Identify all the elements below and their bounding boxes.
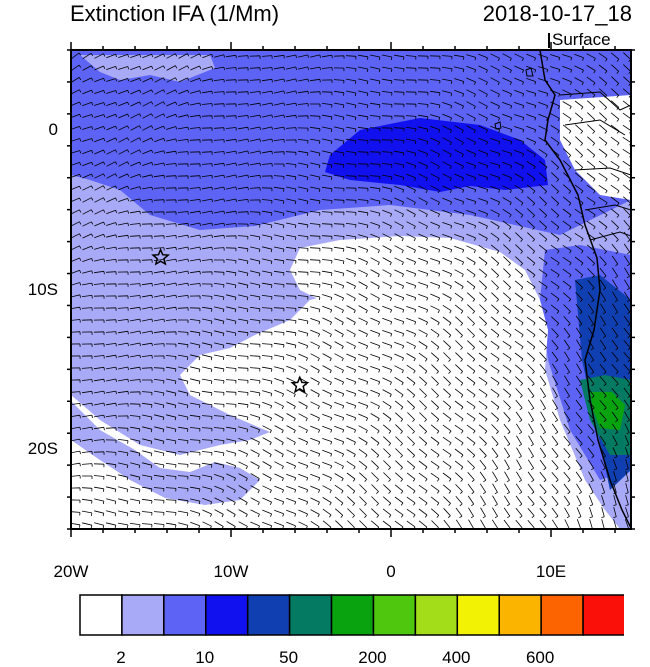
colorbar bbox=[79, 594, 624, 636]
colorbar-label: 200 bbox=[358, 648, 387, 667]
wind-barbs bbox=[71, 52, 631, 529]
x-tick-label: 20W bbox=[53, 562, 89, 581]
x-tick-label: 10W bbox=[213, 562, 249, 581]
field-pale-patch bbox=[80, 55, 215, 82]
colorbar-box bbox=[121, 594, 165, 636]
border-line bbox=[559, 91, 631, 241]
station-markers bbox=[151, 247, 310, 394]
axis-ticks bbox=[67, 42, 635, 537]
colorbar-box bbox=[246, 594, 291, 636]
level-label: Surface bbox=[552, 30, 611, 49]
level-marker bbox=[548, 33, 550, 48]
colorbar-box bbox=[456, 594, 500, 636]
star-marker bbox=[290, 375, 310, 394]
colorbar-box bbox=[330, 594, 375, 636]
y-tick-label: 10S bbox=[27, 279, 58, 299]
field-clean-region bbox=[71, 236, 620, 529]
colorbar-label: 10 bbox=[195, 648, 215, 667]
colorbar-box bbox=[414, 594, 459, 636]
star-marker bbox=[151, 247, 171, 266]
map-title: Extinction IFA (1/Mm) bbox=[70, 1, 280, 26]
colorbar-box bbox=[498, 594, 542, 636]
colorbar-box bbox=[372, 594, 417, 636]
wind-barb-field bbox=[71, 52, 631, 529]
field-band-green bbox=[590, 392, 625, 430]
field-clean-region bbox=[71, 401, 260, 505]
colorbar-label: 600 bbox=[525, 648, 555, 667]
colorbar-box bbox=[582, 594, 624, 636]
x-tick-label: 10E bbox=[535, 562, 567, 581]
coastline bbox=[539, 50, 631, 529]
map-datetime: 2018-10-17_18 bbox=[482, 1, 632, 26]
colorbar-label: 400 bbox=[442, 648, 471, 667]
field-land-clean bbox=[560, 95, 631, 200]
map-frame bbox=[70, 49, 632, 530]
y-tick-label: 0 bbox=[48, 119, 58, 139]
colorbar-box bbox=[79, 594, 123, 636]
y-tick-label: 20S bbox=[27, 439, 58, 459]
field-band-strong bbox=[325, 118, 548, 192]
colorbar-box bbox=[205, 594, 249, 636]
colorbar-box bbox=[288, 594, 333, 636]
colorbar-box bbox=[540, 594, 584, 636]
island bbox=[494, 67, 534, 130]
colorbar-label: 2 bbox=[116, 648, 126, 667]
colorbar-box bbox=[163, 594, 207, 636]
x-tick-label: 0 bbox=[386, 562, 396, 581]
colorbar-label: 50 bbox=[279, 648, 299, 667]
